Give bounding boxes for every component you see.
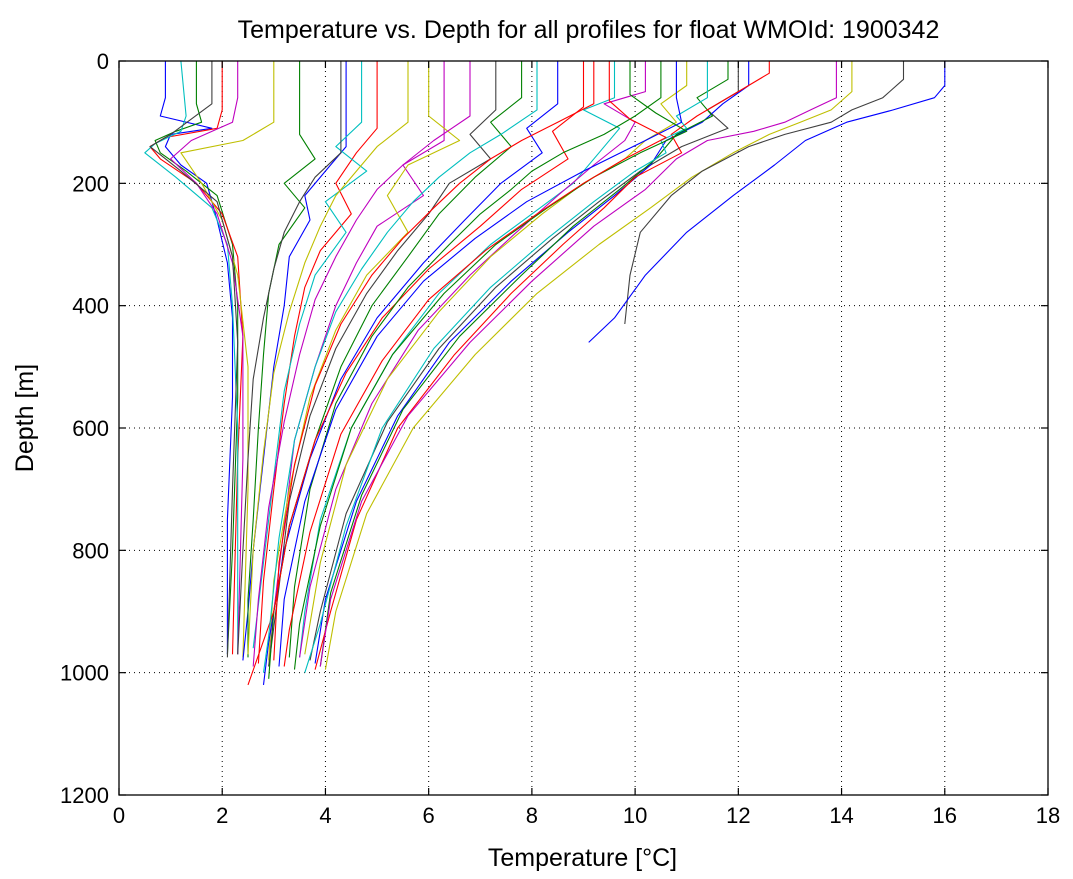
series-line xyxy=(283,61,667,667)
y-tick-label: 1200 xyxy=(60,783,109,808)
series-line xyxy=(268,61,461,661)
series-line xyxy=(149,61,239,658)
x-tick-label: 4 xyxy=(319,803,331,828)
series-line xyxy=(319,61,837,667)
series-line xyxy=(257,61,378,664)
series-line xyxy=(293,61,688,670)
series-line xyxy=(324,61,853,670)
x-tick-label: 8 xyxy=(526,803,538,828)
series-line xyxy=(309,61,739,661)
x-tick-label: 2 xyxy=(216,803,228,828)
series-line xyxy=(588,61,946,343)
series-line xyxy=(237,61,342,655)
series-line xyxy=(278,61,683,667)
series-line xyxy=(304,61,688,655)
y-tick-label: 200 xyxy=(72,171,109,196)
series-line xyxy=(299,61,621,658)
series-line xyxy=(144,60,239,655)
series-line xyxy=(262,61,559,685)
series-line xyxy=(314,61,750,664)
series-line xyxy=(247,61,409,655)
x-tick-label: 16 xyxy=(933,803,957,828)
x-tick-label: 10 xyxy=(623,803,647,828)
plot-area xyxy=(144,60,946,686)
y-tick-label: 600 xyxy=(72,416,109,441)
x-tick-label: 6 xyxy=(423,803,435,828)
x-tick-label: 12 xyxy=(726,803,750,828)
x-axis-label: Temperature [°C] xyxy=(488,844,677,872)
series-line xyxy=(149,61,244,655)
axis-ticks: 0 2 4 6 8 10 12 14 16 18 0 200 400 600 800 1000 1200 xyxy=(60,49,1060,828)
series-line xyxy=(319,61,729,667)
series-line xyxy=(159,61,234,655)
x-tick-label: 14 xyxy=(829,803,853,828)
y-tick-label: 0 xyxy=(97,49,109,74)
series-line xyxy=(252,61,471,667)
series-line xyxy=(262,61,538,673)
series-line xyxy=(170,61,244,655)
x-tick-label: 0 xyxy=(113,803,125,828)
y-axis-label: Depth [m] xyxy=(11,364,39,472)
series-line xyxy=(304,61,708,673)
y-tick-label: 400 xyxy=(72,294,109,319)
chart-title: Temperature vs. Depth for all profiles f… xyxy=(238,16,940,44)
series-line xyxy=(268,61,497,667)
series-line xyxy=(154,61,239,655)
series-line xyxy=(314,61,770,670)
series-line xyxy=(273,61,595,661)
y-tick-label: 800 xyxy=(72,538,109,563)
series-line xyxy=(624,61,905,325)
series-line xyxy=(180,61,275,658)
x-tick-label: 18 xyxy=(1036,803,1060,828)
y-tick-label: 1000 xyxy=(60,661,109,686)
series-line xyxy=(247,61,585,686)
